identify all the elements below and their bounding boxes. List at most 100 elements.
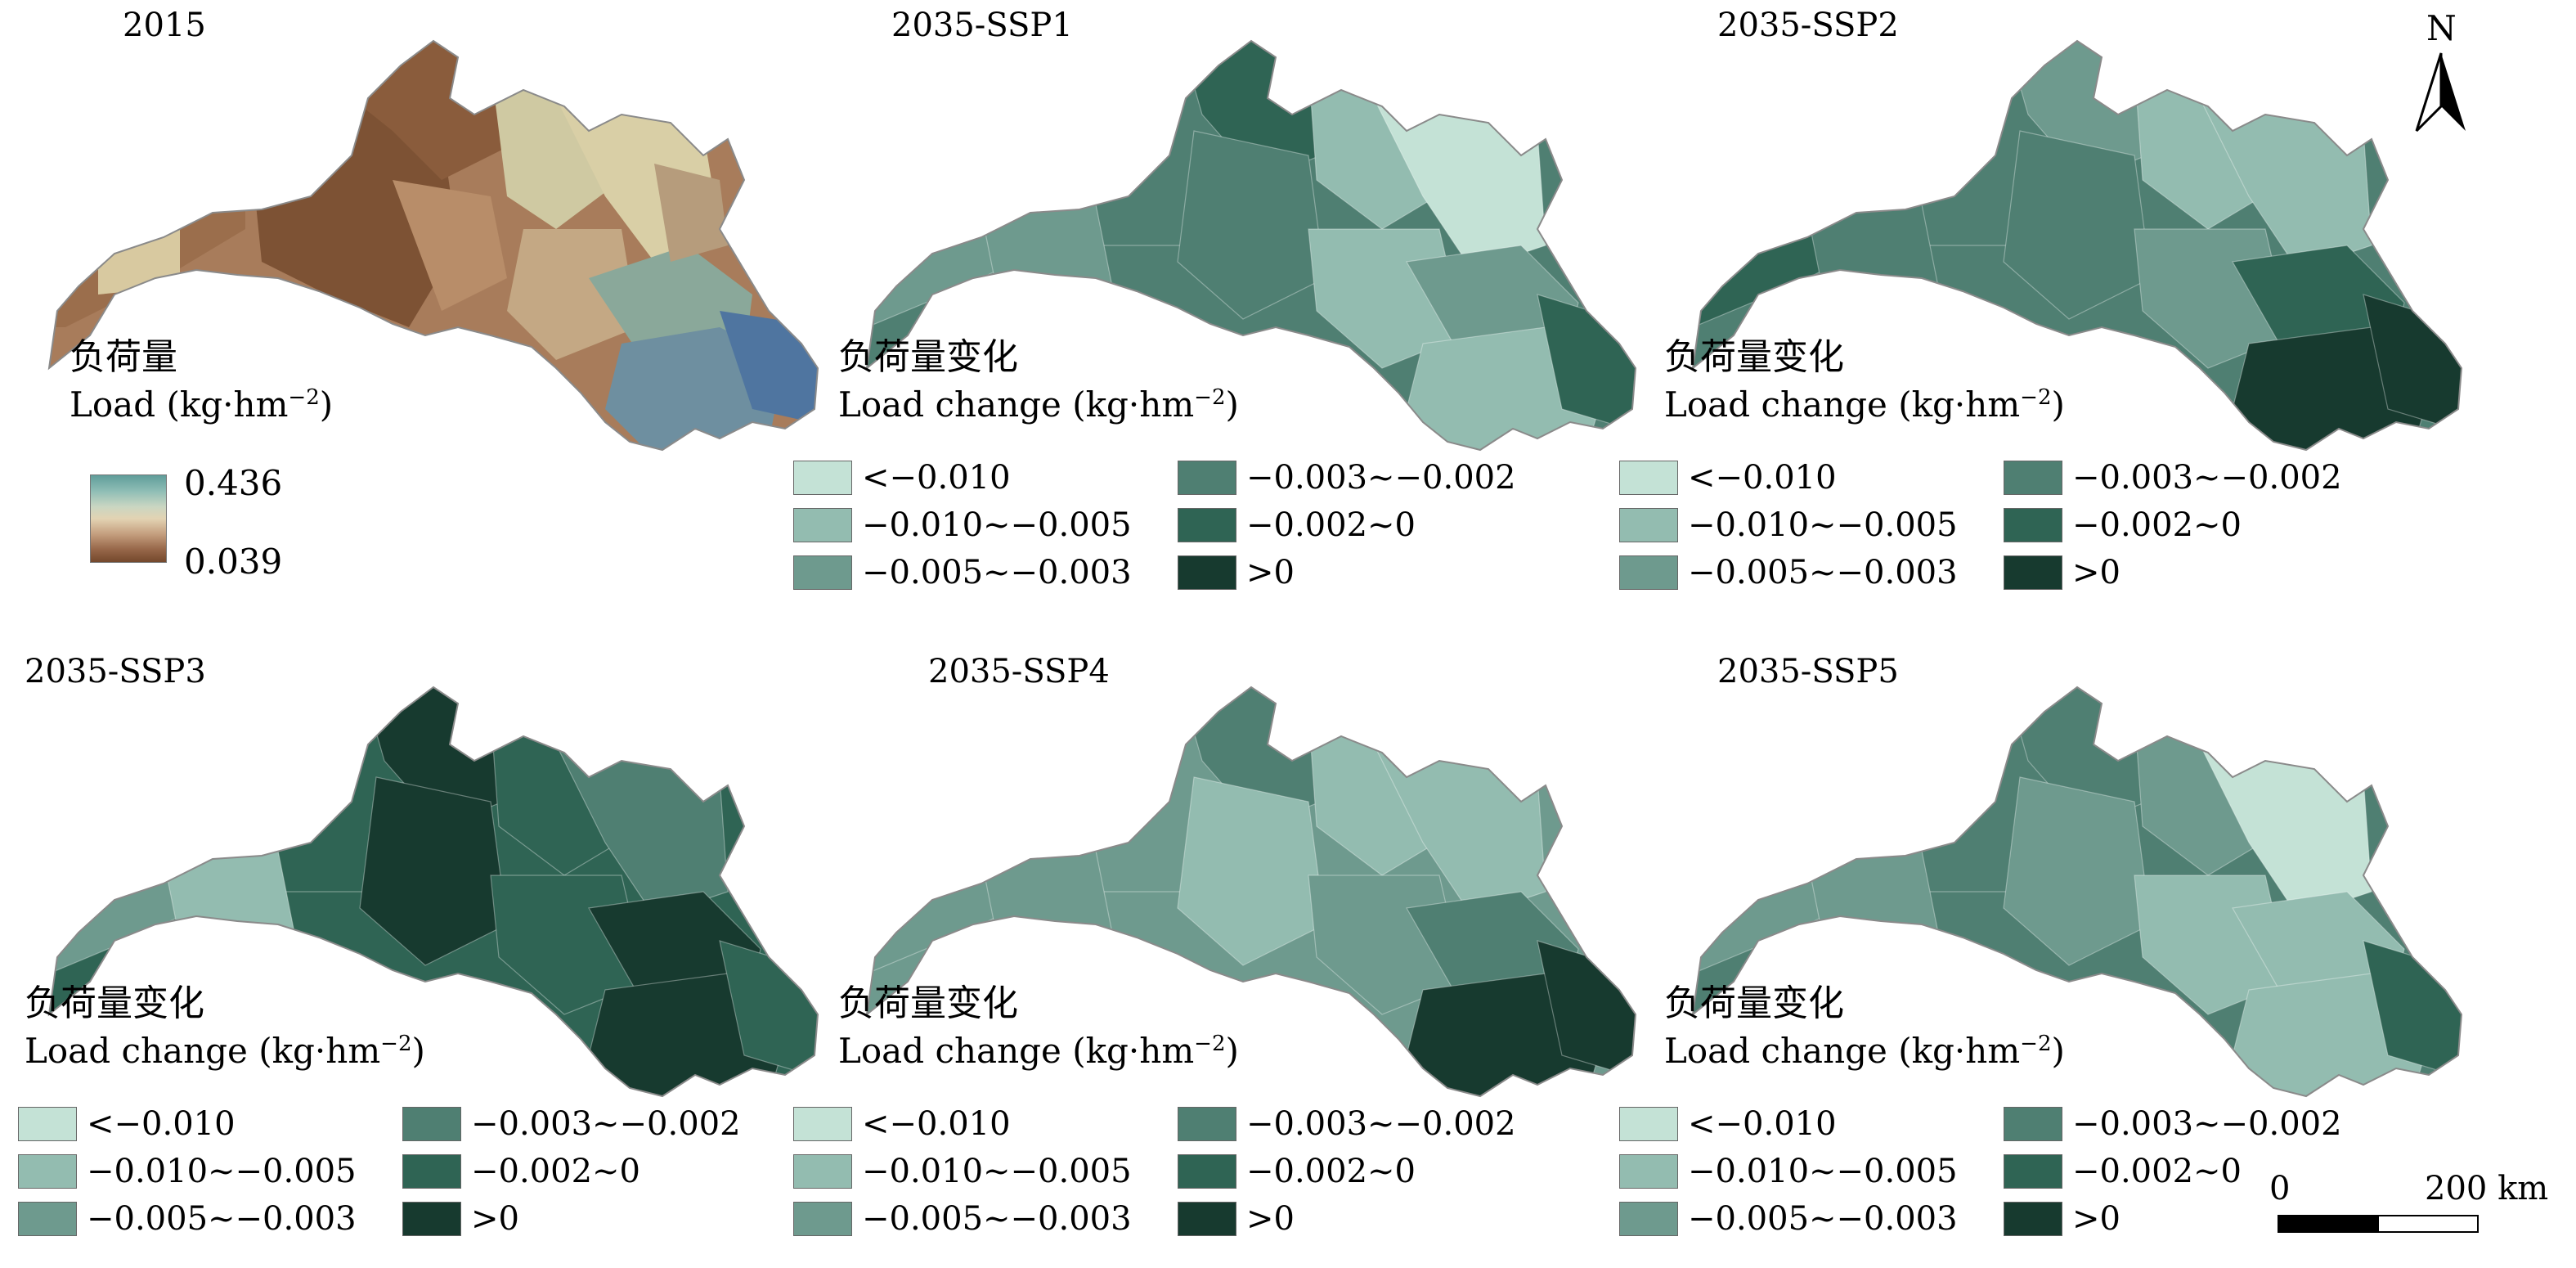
legend-title-en: Load change (kg·hm−2) [1664,384,2065,425]
legend-item: <−0.010 [18,1104,402,1144]
legend-swatch [18,1202,77,1236]
legend-title-cn: 负荷量变化 [1664,336,1844,378]
legend-swatch [1619,1202,1678,1236]
legend-label: >0 [1246,1200,1295,1238]
ramp-max-label: 0.436 [184,463,283,503]
legend-label: −0.005~−0.003 [862,554,1132,591]
legend-label: −0.002~0 [2072,1153,2242,1190]
panel-2015: 2015 负荷量 Load (kg·hm−2) 0.436 0.039 [0,0,826,622]
basin-map [866,686,1636,1097]
legend-swatch [1619,1107,1678,1141]
legend-item: −0.010~−0.005 [1619,1152,2004,1191]
legend-item: −0.002~0 [1178,506,1537,545]
legend-label: −0.010~−0.005 [87,1153,357,1190]
legend-title-cn: 负荷量变化 [25,982,204,1024]
legend-swatch [793,1107,852,1141]
legend-swatch [1619,508,1678,542]
legend-item: −0.010~−0.005 [1619,506,2004,545]
legend-swatch [2004,1107,2062,1141]
legend-item: <−0.010 [793,458,1178,497]
legend-label: −0.005~−0.003 [1688,554,1958,591]
legend-item: >0 [1178,553,1537,592]
legend-item: −0.003~−0.002 [1178,458,1537,497]
legend-item: >0 [2004,553,2363,592]
legend-swatch [1178,1107,1236,1141]
legend-items: <−0.010 −0.003~−0.002 −0.010~−0.005 −0.002~… [793,1104,1537,1239]
legend-items: <−0.010 −0.003~−0.002 −0.010~−0.005 −0.002~… [18,1104,762,1239]
legend-label: −0.010~−0.005 [1688,1153,1958,1190]
legend-items: <−0.010 −0.003~−0.002 −0.010~−0.005 −0.002~… [793,458,1537,592]
legend-item: >0 [402,1199,762,1239]
legend-label: −0.003~−0.002 [1246,1105,1516,1143]
legend-label: <−0.010 [862,459,1011,497]
legend-swatch [2004,461,2062,495]
legend-item: −0.002~0 [1178,1152,1537,1191]
legend-items: <−0.010 −0.003~−0.002 −0.010~−0.005 −0.002~… [1619,1104,2363,1239]
legend-item: −0.005~−0.003 [793,1199,1178,1239]
legend-swatch [18,1154,77,1189]
legend-title-cn: 负荷量变化 [838,982,1018,1024]
legend-label: −0.002~0 [1246,506,1416,544]
legend-item: >0 [1178,1199,1537,1239]
legend-label: −0.003~−0.002 [2072,459,2342,497]
legend-label: −0.002~0 [1246,1153,1416,1190]
legend-label: −0.002~0 [2072,506,2242,544]
legend-swatch [1178,461,1236,495]
legend-swatch [2004,1202,2062,1236]
legend-title-en: Load (kg·hm−2) [70,384,334,425]
color-ramp [90,474,167,563]
legend-label: −0.010~−0.005 [862,506,1132,544]
legend-swatch [402,1107,461,1141]
legend-label: −0.003~−0.002 [471,1105,741,1143]
scale-end-label: 200 km [2425,1170,2549,1207]
legend-title-cn: 负荷量变化 [838,336,1018,378]
legend-label: <−0.010 [862,1105,1011,1143]
panel-title: 2035-SSP3 [25,653,206,690]
basin-map [1692,686,2462,1097]
legend-item: −0.003~−0.002 [1178,1104,1537,1144]
legend-item: −0.005~−0.003 [1619,1199,2004,1239]
scale-bar: 0 200 km [2269,1170,2564,1243]
legend-title-cn: 负荷量变化 [1664,982,1844,1024]
panel-2035-ssp4: 2035-SSP4 负荷量变化 Load change (kg·hm−2) <−… [793,646,1644,1268]
legend-items: <−0.010 −0.003~−0.002 −0.010~−0.005 −0.002~… [1619,458,2363,592]
panel-title: 2035-SSP2 [1717,7,1899,44]
panel-2035-ssp3: 2035-SSP3 负荷量变化 Load change (kg·hm−2) <−… [0,646,826,1268]
legend-item: −0.005~−0.003 [793,553,1178,592]
legend-label: −0.005~−0.003 [862,1200,1132,1238]
legend-label: −0.002~0 [471,1153,640,1190]
legend-swatch [793,461,852,495]
legend-swatch [793,555,852,590]
legend-item: −0.002~0 [2004,1152,2363,1191]
legend-swatch [1619,1154,1678,1189]
panel-2035-ssp1: 2035-SSP1 负荷量变化 Load change (kg·hm−2) <−… [793,0,1644,622]
legend-item: −0.005~−0.003 [1619,553,2004,592]
basin-map [866,40,1636,451]
legend-swatch [18,1107,77,1141]
scale-bar-white [2377,1215,2479,1233]
basin-map [48,40,819,451]
legend-label: <−0.010 [1688,1105,1837,1143]
scale-zero-label: 0 [2269,1170,2291,1207]
legend-title-en: Load change (kg·hm−2) [838,384,1239,425]
legend-item: <−0.010 [1619,1104,2004,1144]
basin-map [1692,40,2462,451]
legend-swatch [793,508,852,542]
north-arrow: N [2408,8,2474,139]
north-label: N [2426,8,2457,48]
basin-map [48,686,819,1097]
legend-swatch [402,1202,461,1236]
legend-swatch [402,1154,461,1189]
legend-title-cn: 负荷量 [70,336,177,378]
legend-item: −0.010~−0.005 [18,1152,402,1191]
legend-swatch [1619,461,1678,495]
legend-item: −0.003~−0.002 [2004,1104,2363,1144]
legend-label: <−0.010 [1688,459,1837,497]
legend-swatch [793,1154,852,1189]
legend-title-en: Load change (kg·hm−2) [838,1031,1239,1071]
legend-item: −0.003~−0.002 [2004,458,2363,497]
legend-swatch [793,1202,852,1236]
panel-2035-ssp5: 2035-SSP5 负荷量变化 Load change (kg·hm−2) <−… [1619,646,2470,1268]
panel-title: 2035-SSP4 [928,653,1110,690]
panel-title: 2035-SSP1 [891,7,1073,44]
